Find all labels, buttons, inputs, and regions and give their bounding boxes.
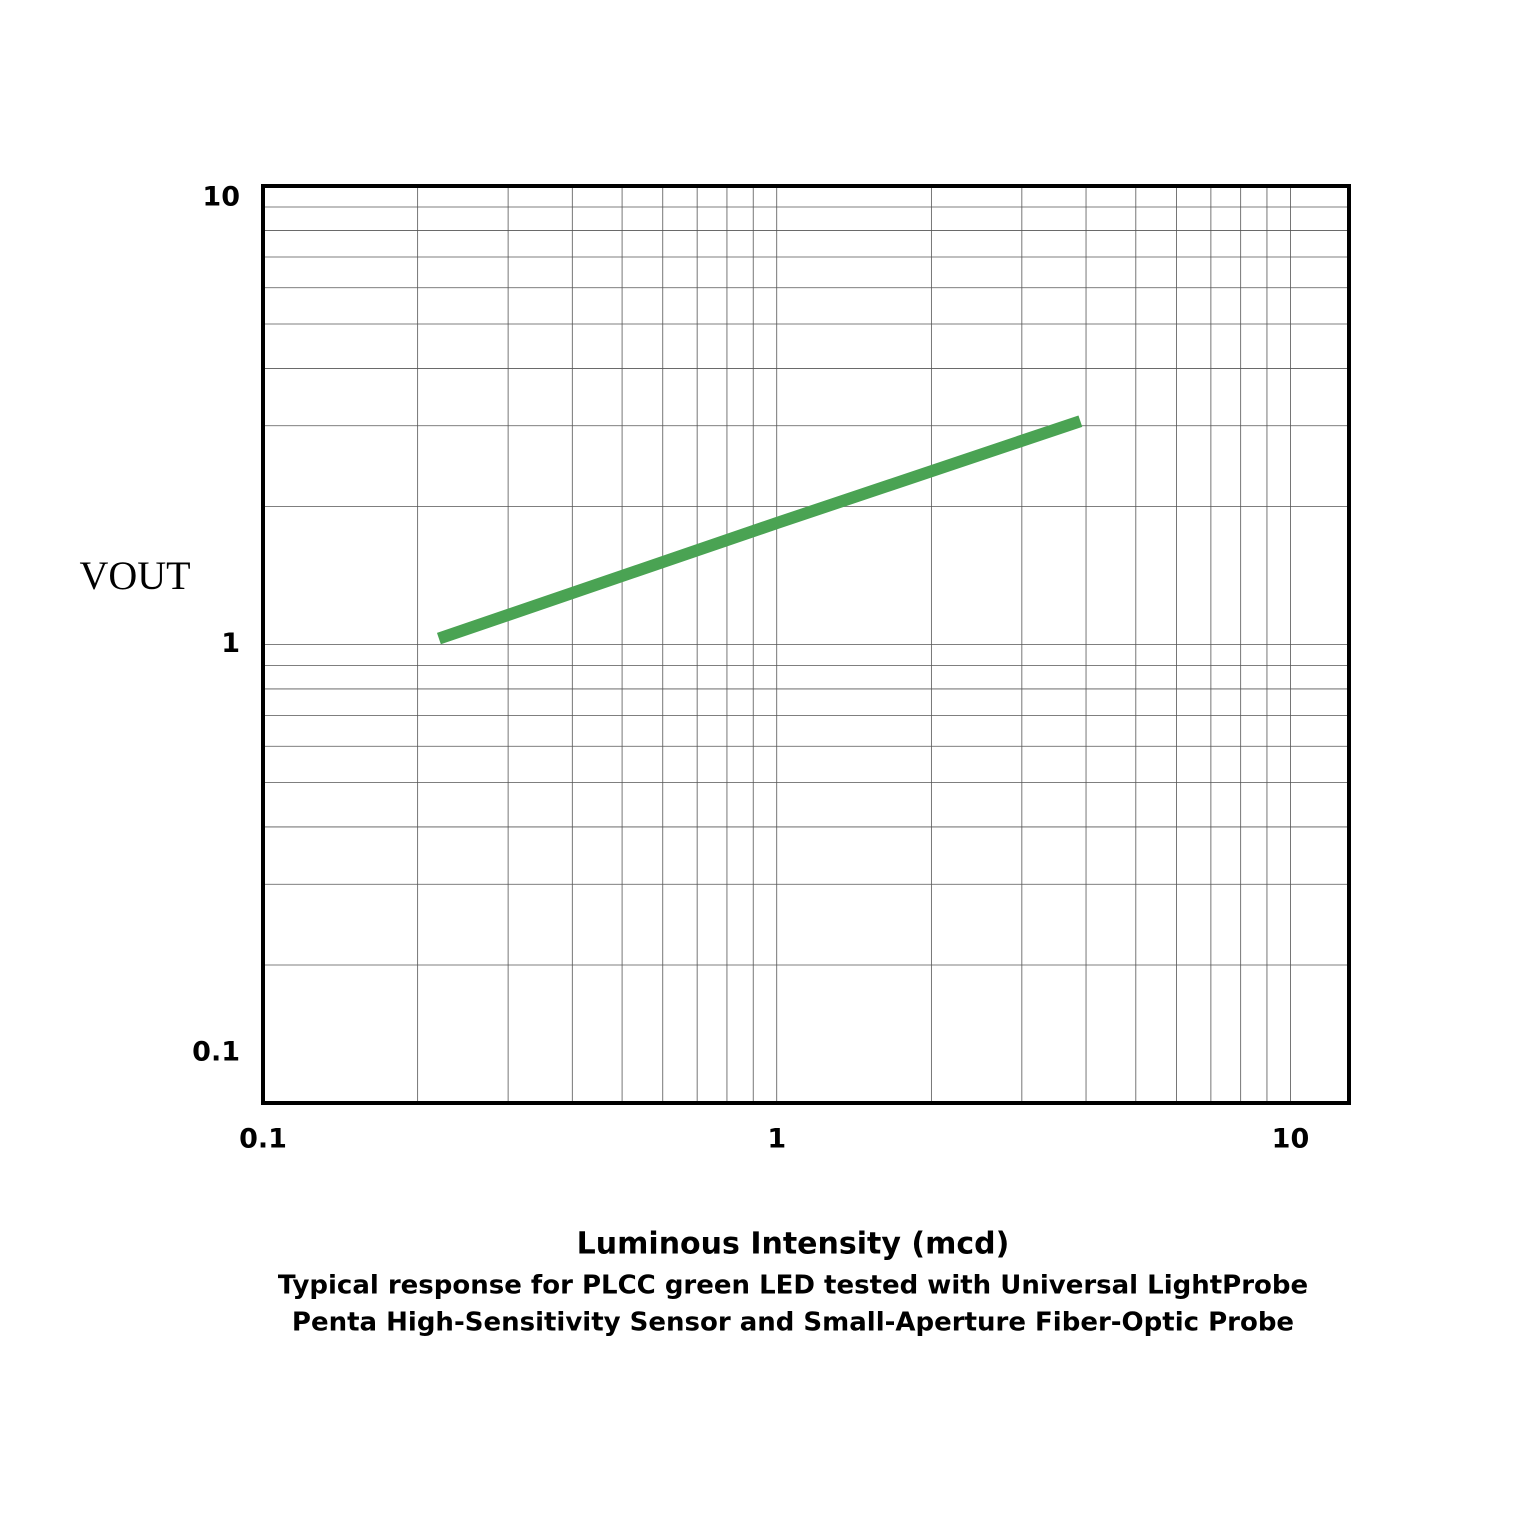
y-axis-label: VOUT <box>79 553 190 598</box>
x-tick-label: 0.1 <box>239 1124 287 1155</box>
plot-frame <box>261 184 1351 1105</box>
caption-line: Typical response for PLCC green LED test… <box>278 1271 1308 1301</box>
x-axis-label: Luminous Intensity (mcd) <box>577 1227 1010 1262</box>
y-tick-label: 10 <box>202 182 240 213</box>
caption-line: Penta High-Sensitivity Sensor and Small-… <box>292 1308 1294 1338</box>
y-tick-label: 1 <box>221 628 240 659</box>
x-tick-label: 1 <box>767 1124 786 1155</box>
data-line <box>436 415 1083 645</box>
y-tick-label: 0.1 <box>192 1037 240 1068</box>
x-tick-label: 10 <box>1272 1124 1310 1155</box>
